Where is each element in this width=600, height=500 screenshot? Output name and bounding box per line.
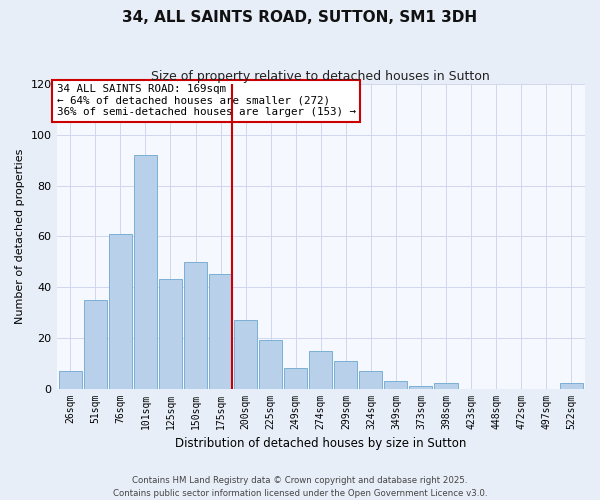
- Text: 34 ALL SAINTS ROAD: 169sqm
← 64% of detached houses are smaller (272)
36% of sem: 34 ALL SAINTS ROAD: 169sqm ← 64% of deta…: [56, 84, 356, 117]
- Bar: [159, 280, 182, 388]
- Bar: [259, 340, 282, 388]
- Bar: [234, 320, 257, 388]
- Bar: [560, 384, 583, 388]
- Text: 34, ALL SAINTS ROAD, SUTTON, SM1 3DH: 34, ALL SAINTS ROAD, SUTTON, SM1 3DH: [122, 10, 478, 25]
- Bar: [284, 368, 307, 388]
- Bar: [84, 300, 107, 388]
- Bar: [209, 274, 232, 388]
- Bar: [59, 371, 82, 388]
- Bar: [434, 384, 458, 388]
- Bar: [334, 360, 358, 388]
- Bar: [409, 386, 433, 388]
- Bar: [184, 262, 207, 388]
- Bar: [134, 155, 157, 388]
- Bar: [359, 371, 382, 388]
- Bar: [385, 381, 407, 388]
- Bar: [109, 234, 132, 388]
- Y-axis label: Number of detached properties: Number of detached properties: [15, 148, 25, 324]
- Title: Size of property relative to detached houses in Sutton: Size of property relative to detached ho…: [151, 70, 490, 83]
- X-axis label: Distribution of detached houses by size in Sutton: Distribution of detached houses by size …: [175, 437, 466, 450]
- Text: Contains HM Land Registry data © Crown copyright and database right 2025.
Contai: Contains HM Land Registry data © Crown c…: [113, 476, 487, 498]
- Bar: [309, 350, 332, 389]
